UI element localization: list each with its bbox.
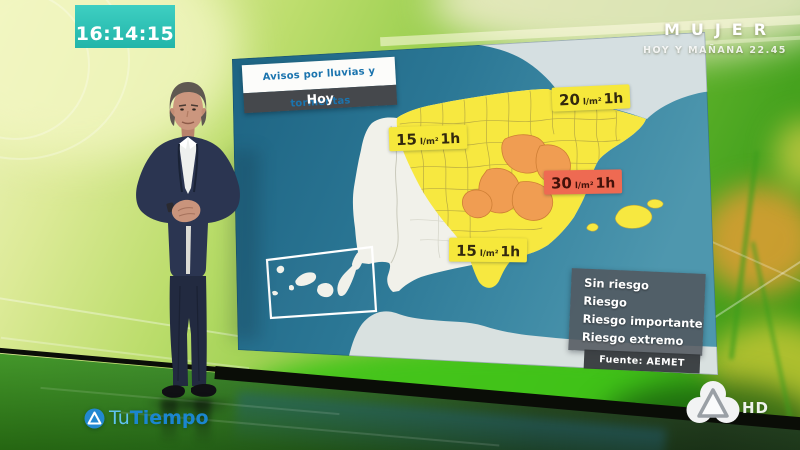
presenter-hair-side — [201, 110, 207, 126]
canary-inset — [265, 245, 378, 320]
risk-legend: Sin riesgo Riesgo Riesgo importante Ries… — [568, 268, 706, 356]
orange-risk-provinces — [461, 134, 571, 221]
presenter-collar — [179, 137, 188, 149]
presenter-shoe — [191, 383, 217, 397]
warning-value: 15 — [455, 241, 477, 260]
presenter-eye — [192, 108, 196, 111]
presenter-mouth — [181, 121, 195, 125]
portugal-border — [390, 125, 399, 264]
program-logo: TuTiempo — [84, 407, 209, 429]
legend-label: Riesgo extremo — [581, 329, 684, 349]
hd-badge: HD — [742, 399, 770, 417]
warning-unit: l/m² — [419, 136, 439, 148]
presenter-shirt-strip — [186, 226, 191, 274]
warning-value: 15 — [395, 130, 418, 150]
warning-label-15lm2-nw: 15 l/m²1h — [388, 124, 468, 152]
promo-schedule: HOY Y MAÑANA 22.45 — [643, 45, 787, 56]
presenter-trouser-creases — [177, 285, 200, 382]
presenter-lapels — [177, 143, 199, 193]
program-promo: MUJER HOY Y MAÑANA 22.45 — [640, 20, 790, 56]
legend-color-scale — [574, 273, 578, 346]
presenter-hair-side — [169, 110, 175, 126]
presenter-floor-reflection — [133, 399, 248, 450]
weather-presenter — [118, 76, 258, 420]
program-name: Tiempo — [129, 407, 209, 429]
warning-label-30lm2: 30 l/m² 1h — [543, 169, 623, 195]
presenter-shirt — [179, 137, 197, 194]
presenter-shoe — [162, 385, 185, 398]
antena3-channel-logo — [686, 380, 740, 430]
legend-swatch-sin-riesgo — [576, 273, 578, 292]
france-land — [470, 32, 718, 119]
antena3-icon — [84, 408, 105, 428]
presenter-eye — [180, 108, 184, 111]
legend-swatch-riesgo-extremo — [574, 327, 576, 346]
warning-duration: 1h — [500, 244, 521, 261]
presenter-face — [173, 89, 203, 130]
presenter-hair — [169, 82, 207, 112]
presenter-nose — [186, 110, 189, 118]
on-screen-clock: 16:14:15 — [75, 5, 175, 48]
warning-label-15lm2-se: 15 l/m² 1h — [448, 237, 528, 263]
africa-land — [344, 311, 718, 375]
warning-duration: 1h — [595, 175, 616, 192]
warning-duration: 1h — [603, 90, 624, 108]
warning-duration: 1h — [440, 130, 461, 148]
warning-unit: l/m² — [479, 248, 499, 260]
legend-swatch-riesgo — [576, 291, 577, 310]
presenter-fingers — [177, 207, 196, 217]
presenter-trousers — [169, 276, 207, 386]
presenter-figure — [136, 82, 240, 398]
presenter-collar — [188, 137, 197, 149]
warning-label-20lm2: 20 l/m²1h — [551, 84, 631, 112]
presenter-hands — [171, 199, 201, 223]
canary-islands — [272, 250, 365, 298]
program-name-prefix: Tu — [109, 407, 130, 429]
balearic-islands — [586, 199, 664, 232]
promo-title: MUJER — [663, 20, 778, 39]
presenter-eyebrows — [178, 104, 199, 107]
legend-swatch-riesgo-importante — [575, 309, 577, 328]
map-title-card: Avisos por lluvias y tormentas Hoy — [241, 56, 398, 114]
warning-unit: l/m² — [582, 96, 602, 108]
warning-value: 30 — [550, 174, 573, 193]
warning-unit: l/m² — [574, 180, 594, 192]
warning-value: 20 — [558, 90, 581, 110]
